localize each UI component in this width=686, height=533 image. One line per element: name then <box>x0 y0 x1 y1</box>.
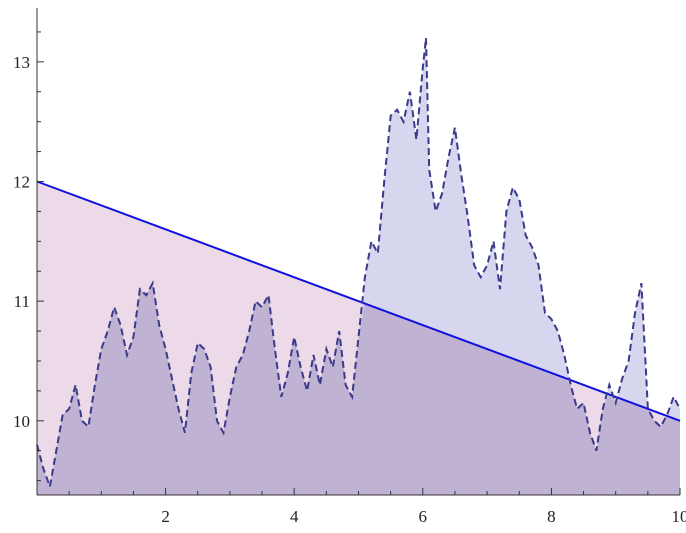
y-tick-label: 12 <box>13 173 30 192</box>
y-tick-label: 10 <box>13 412 30 431</box>
x-axis-ticks: 2 4 6 8 10 <box>68 488 686 526</box>
x-tick-label: 10 <box>672 507 686 526</box>
x-tick-label: 2 <box>161 507 170 526</box>
overlap-fill <box>37 283 680 495</box>
series-lines <box>36 37 681 491</box>
y-tick-label: 13 <box>13 53 30 72</box>
series-2-line <box>36 37 681 491</box>
x-tick-label: 4 <box>290 507 299 526</box>
y-axis-ticks: 10 11 12 13 <box>13 31 44 482</box>
x-tick-label: 8 <box>547 507 556 526</box>
y-tick-label: 11 <box>14 292 30 311</box>
overlap-region <box>37 283 680 495</box>
x-tick-label: 6 <box>419 507 428 526</box>
series-1-line <box>36 180 681 422</box>
